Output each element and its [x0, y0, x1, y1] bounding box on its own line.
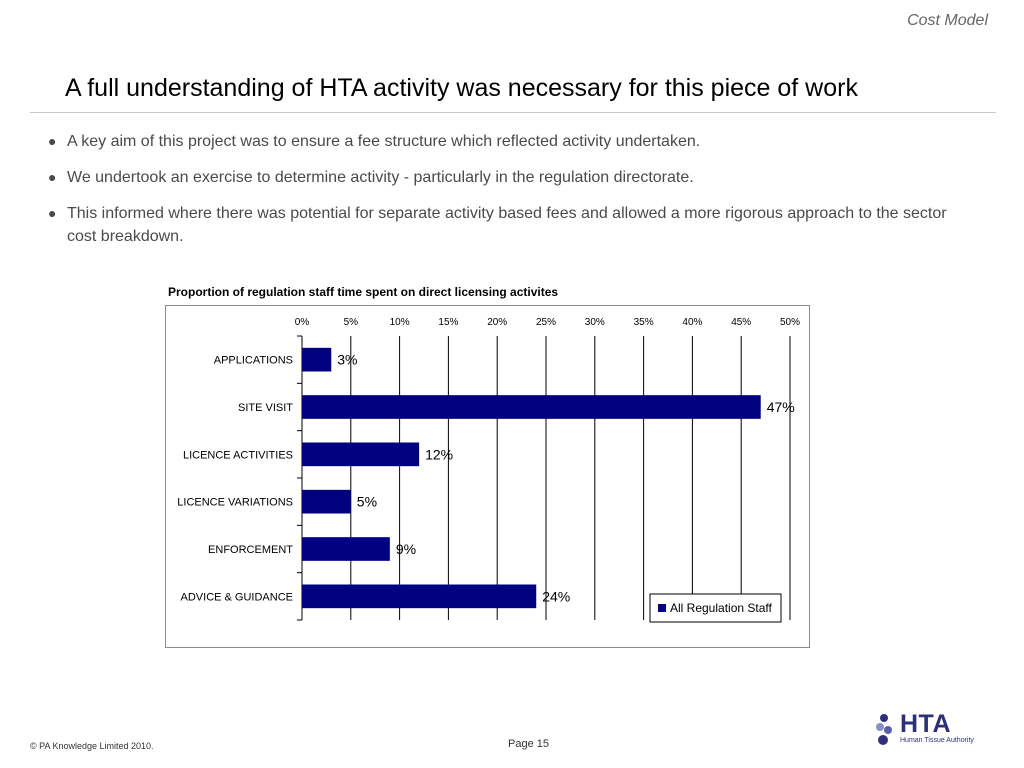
- category-label: LICENCE ACTIVITIES: [183, 449, 293, 461]
- bar: [302, 442, 420, 467]
- legend-box: [649, 593, 782, 623]
- logo-dots-icon: [876, 714, 892, 745]
- data-label: 12%: [425, 446, 453, 462]
- bar: [302, 537, 390, 561]
- x-tick-label: 5%: [344, 317, 359, 328]
- x-tick-label: 30%: [585, 317, 605, 328]
- bar: [302, 395, 761, 419]
- x-tick-label: 0%: [295, 317, 310, 328]
- data-label: 3%: [337, 352, 357, 368]
- chart-frame: [165, 305, 810, 648]
- copyright-text: © PA Knowledge Limited 2010.: [30, 741, 154, 751]
- legend-label: All Regulation Staff: [670, 601, 773, 615]
- bullet-dot-icon: ●: [48, 133, 57, 149]
- bullet-dot-icon: ●: [48, 169, 57, 185]
- category-label: ENFORCEMENT: [208, 544, 293, 556]
- legend-swatch: [658, 604, 666, 612]
- x-tick-label: 50%: [780, 317, 800, 328]
- hta-logo: HTA Human Tissue Authority: [874, 710, 994, 750]
- title-divider: [30, 112, 996, 113]
- category-label: ADVICE & GUIDANCE: [181, 591, 293, 603]
- category-label: APPLICATIONS: [214, 355, 293, 367]
- page-number: Page 15: [508, 738, 549, 750]
- bar: [302, 584, 537, 609]
- bullet-item: ● We undertook an exercise to determine a…: [48, 166, 978, 189]
- bar: [302, 489, 351, 514]
- category-label: SITE VISIT: [238, 402, 293, 414]
- bullet-item: ● This informed where there was potential…: [48, 202, 978, 248]
- x-tick-label: 20%: [487, 317, 507, 328]
- slide-title: A full understanding of HTA activity was…: [65, 74, 858, 102]
- x-tick-label: 25%: [536, 317, 556, 328]
- chart-title: Proportion of regulation staff time spen…: [168, 285, 559, 299]
- logo-wordmark: HTA: [900, 710, 952, 738]
- x-tick-label: 15%: [438, 317, 458, 328]
- bullet-dot-icon: ●: [48, 205, 57, 221]
- x-tick-label: 40%: [682, 317, 702, 328]
- data-label: 9%: [396, 541, 416, 557]
- data-label: 47%: [767, 399, 795, 415]
- data-label: 24%: [542, 588, 570, 604]
- bullet-item: ● A key aim of this project was to ensure…: [48, 130, 978, 153]
- x-tick-label: 10%: [390, 317, 410, 328]
- section-tag: Cost Model: [907, 12, 988, 29]
- bullet-text: A key aim of this project was to ensure …: [67, 133, 701, 150]
- logo-subtitle: Human Tissue Authority: [900, 737, 974, 744]
- bar: [302, 347, 332, 372]
- bar-chart: 0% 5% 10% 15% 20% 25% 30% 35% 40% 45% 50% APPLICATI…: [177, 317, 800, 623]
- data-label: 5%: [357, 494, 377, 510]
- category-label: LICENCE VARIATIONS: [177, 497, 293, 509]
- x-tick-label: 35%: [634, 317, 654, 328]
- x-tick-label: 45%: [731, 317, 751, 328]
- bullet-text: We undertook an exercise to determine ac…: [67, 169, 694, 186]
- bullet-text: This informed where there was potential …: [67, 205, 947, 245]
- bullet-list: ● A key aim of this project was to ensure…: [48, 130, 978, 261]
